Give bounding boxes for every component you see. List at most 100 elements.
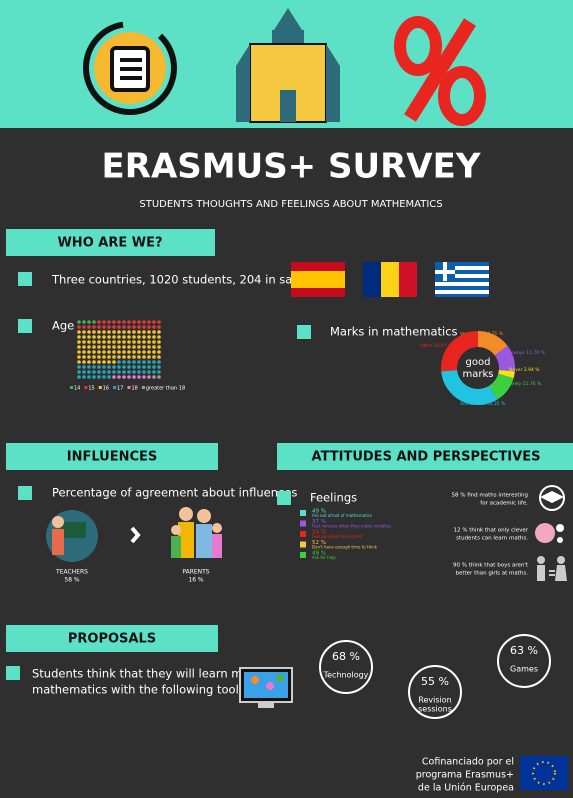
legend-swatch bbox=[84, 386, 87, 389]
age-dot bbox=[107, 355, 111, 359]
age-dot bbox=[117, 375, 121, 379]
age-dot bbox=[92, 360, 96, 364]
age-dot bbox=[152, 375, 156, 379]
age-dot bbox=[122, 375, 126, 379]
age-dot bbox=[102, 360, 106, 364]
title: ERASMUS+ SURVEY bbox=[102, 147, 481, 187]
age-dot bbox=[117, 320, 121, 324]
age-dot bbox=[92, 355, 96, 359]
age-dot bbox=[142, 355, 146, 359]
age-dot bbox=[112, 370, 116, 374]
age-dot bbox=[127, 335, 131, 339]
age-dot bbox=[97, 365, 101, 369]
age-dot bbox=[142, 320, 146, 324]
tool-value: 68 % bbox=[332, 650, 360, 663]
age-dot bbox=[97, 320, 101, 324]
age-dot bbox=[157, 340, 161, 344]
age-dot bbox=[117, 350, 121, 354]
segment-name: Sometimes bbox=[460, 401, 486, 407]
age-dot bbox=[122, 335, 126, 339]
age-dot bbox=[87, 365, 91, 369]
age-dot bbox=[87, 350, 91, 354]
age-dot bbox=[137, 320, 141, 324]
section-heading: ATTITUDES AND PERSPECTIVES bbox=[312, 450, 541, 465]
fact-text: better than girls at maths. bbox=[455, 571, 528, 577]
age-dot bbox=[127, 345, 131, 349]
age-dot bbox=[157, 365, 161, 369]
bullet bbox=[18, 272, 32, 286]
age-dot bbox=[82, 335, 86, 339]
section-heading: INFLUENCES bbox=[67, 450, 158, 465]
age-dot bbox=[147, 325, 151, 329]
age-dot bbox=[127, 325, 131, 329]
age-dot bbox=[127, 370, 131, 374]
tool-value: 55 % bbox=[421, 675, 449, 688]
age-dot bbox=[82, 340, 86, 344]
age-dot bbox=[92, 375, 96, 379]
feeling-text: Don't have enough time to think bbox=[312, 545, 378, 550]
bullet bbox=[297, 325, 311, 339]
donut-center: marks bbox=[463, 369, 494, 380]
fact-text: for academic life. bbox=[480, 501, 528, 507]
age-dot bbox=[92, 335, 96, 339]
age-dot bbox=[77, 365, 81, 369]
age-dot bbox=[152, 345, 156, 349]
marks-label: Marks in mathematics bbox=[330, 325, 458, 339]
age-dot bbox=[147, 345, 151, 349]
age-dot bbox=[82, 375, 86, 379]
legend-swatch bbox=[128, 386, 131, 389]
age-dot bbox=[107, 365, 111, 369]
segment-name: Rarely bbox=[507, 381, 522, 387]
segment-value: 2.94 % bbox=[524, 367, 540, 373]
age-dot bbox=[152, 355, 156, 359]
subtitle: STUDENTS THOUGHTS AND FEELINGS ABOUT MAT… bbox=[139, 199, 442, 210]
age-dot bbox=[132, 340, 136, 344]
legend-label: greater than 18 bbox=[146, 386, 185, 392]
age-dot bbox=[147, 375, 151, 379]
age-dot bbox=[132, 370, 136, 374]
age-dot bbox=[117, 345, 121, 349]
teachers-value: 58 % bbox=[64, 577, 80, 584]
age-dot bbox=[97, 345, 101, 349]
age-dot bbox=[142, 370, 146, 374]
age-dot bbox=[107, 335, 111, 339]
age-dot bbox=[132, 345, 136, 349]
age-dot bbox=[157, 355, 161, 359]
footer-text: programa Erasmus+ bbox=[416, 770, 514, 781]
feeling-text: Feel nervous when they make mistakes bbox=[312, 524, 391, 529]
age-dot bbox=[92, 325, 96, 329]
age-dot bbox=[122, 365, 126, 369]
age-dot bbox=[132, 350, 136, 354]
segment-name: Always bbox=[509, 350, 525, 356]
age-dot bbox=[97, 350, 101, 354]
donut-label: Rarely 11.76 % bbox=[507, 381, 542, 387]
age-dot bbox=[77, 320, 81, 324]
age-dot bbox=[147, 320, 151, 324]
legend-label: 16 bbox=[103, 386, 109, 392]
teacher-icon bbox=[46, 510, 98, 562]
section-heading: PROPOSALS bbox=[68, 632, 156, 647]
age-dot bbox=[107, 375, 111, 379]
computer-icon bbox=[240, 668, 292, 708]
age-dot bbox=[97, 325, 101, 329]
age-dot bbox=[157, 360, 161, 364]
age-dot bbox=[77, 330, 81, 334]
age-dot bbox=[157, 330, 161, 334]
flag-greece bbox=[435, 262, 489, 297]
age-dot bbox=[137, 335, 141, 339]
bullet bbox=[277, 491, 291, 505]
fact-text: 12 % think that only clever bbox=[454, 528, 529, 534]
age-dot bbox=[127, 350, 131, 354]
age-dot bbox=[107, 325, 111, 329]
age-dot bbox=[157, 370, 161, 374]
age-dot bbox=[82, 355, 86, 359]
age-dot bbox=[97, 375, 101, 379]
age-dot bbox=[157, 350, 161, 354]
age-dot bbox=[77, 345, 81, 349]
age-dot bbox=[152, 365, 156, 369]
age-dot bbox=[122, 350, 126, 354]
age-dot bbox=[137, 365, 141, 369]
feeling-icon bbox=[300, 521, 306, 527]
flag-spain bbox=[291, 262, 345, 297]
age-dot bbox=[77, 340, 81, 344]
